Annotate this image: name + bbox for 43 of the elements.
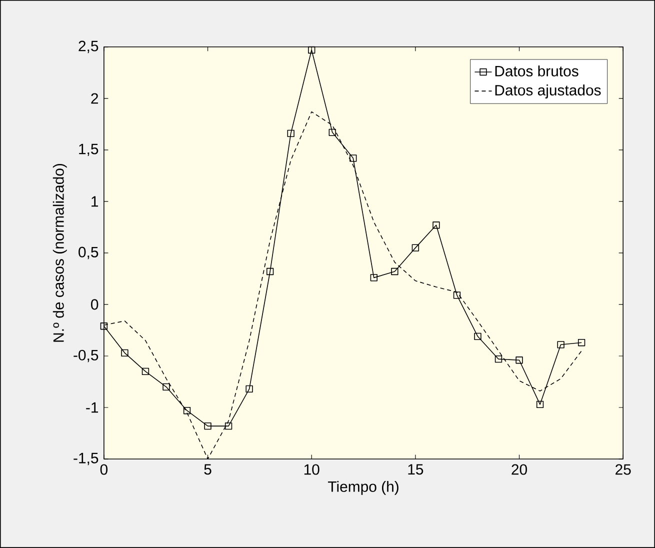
point	[350, 154, 357, 162]
point	[536, 400, 544, 408]
point	[328, 128, 336, 136]
y-tick-label: 2	[91, 93, 98, 104]
point	[370, 274, 378, 282]
y-tick-label: -1,5	[74, 452, 98, 466]
legend-label: Datos ajustados	[495, 84, 601, 98]
y-tick-label: 1	[92, 196, 98, 207]
x-tick-label: 0	[100, 464, 108, 475]
x-tick-label: 20	[512, 464, 527, 475]
y-tick-label: 2,5	[78, 40, 98, 54]
point	[516, 356, 523, 364]
x-tick-label: 25	[616, 464, 631, 475]
point	[100, 322, 108, 330]
point	[432, 222, 440, 229]
point	[578, 339, 586, 346]
point	[494, 356, 502, 363]
y-tick-label: -0,5	[74, 350, 98, 362]
y-tick-label: 0,5	[78, 246, 98, 260]
point	[183, 407, 191, 414]
y-tick-label: 0	[91, 299, 98, 310]
legend-label: Datos brutos	[495, 65, 578, 76]
point	[266, 268, 274, 276]
y-axis-title: N.º de casos (normalizado)	[52, 164, 67, 342]
x-tick-label: 10	[304, 464, 320, 475]
point	[453, 292, 461, 299]
point	[308, 46, 316, 54]
x-tick-label: 5	[204, 464, 212, 475]
point	[557, 341, 564, 348]
y-tick-label: 1,5	[79, 144, 98, 156]
y-tick-label: -1	[86, 402, 98, 413]
x-tick-label: 15	[408, 464, 424, 475]
x-axis-title: Tiempo (h)	[328, 480, 398, 495]
point	[391, 268, 398, 276]
point	[224, 422, 232, 430]
point	[204, 422, 212, 430]
point	[121, 349, 128, 357]
point	[412, 244, 420, 252]
point	[142, 368, 150, 376]
point	[246, 385, 253, 393]
point	[162, 383, 170, 391]
point	[474, 332, 482, 340]
point	[287, 130, 294, 138]
